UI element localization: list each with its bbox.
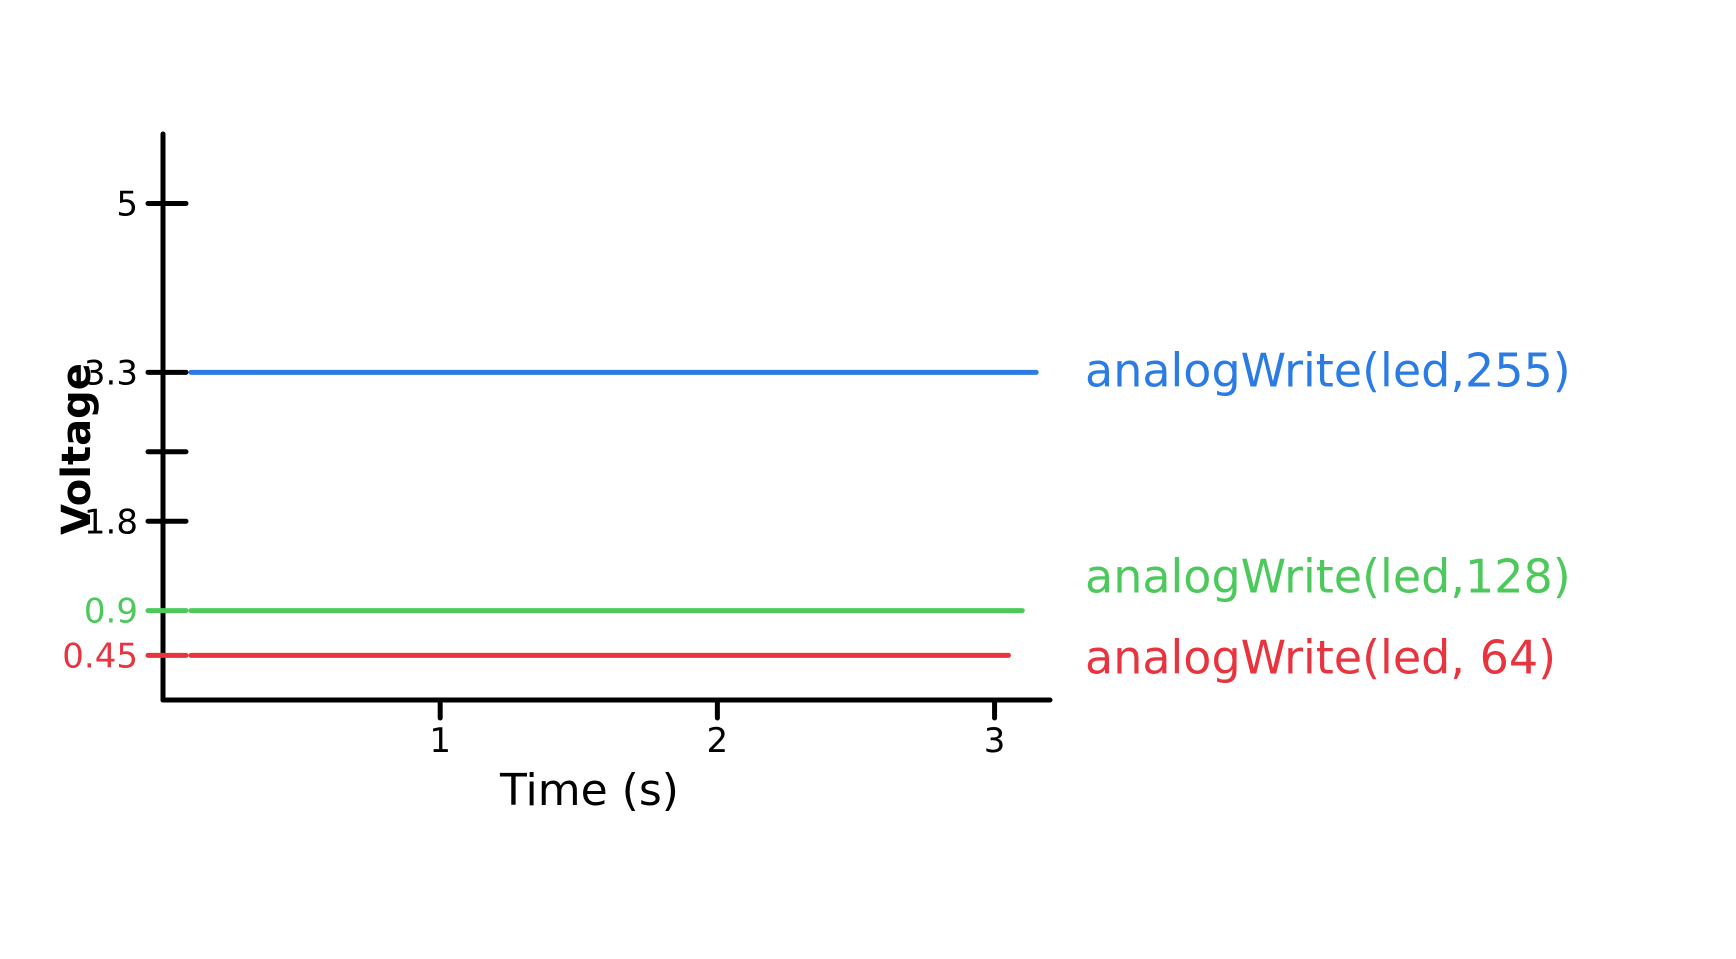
- x-axis-label: Time (s): [499, 765, 679, 816]
- x-tick-label: 3: [984, 721, 1006, 761]
- x-tick-label: 2: [707, 721, 729, 761]
- series-lines: [188, 369, 1039, 658]
- y-tick-label: 3.3: [84, 353, 138, 393]
- y-tick-label: 0.45: [62, 636, 138, 676]
- y-tick-label: 0.9: [84, 592, 138, 632]
- y-axis-label: Voltage: [54, 363, 100, 535]
- series-label: analogWrite(led,255): [1085, 343, 1571, 397]
- series-label: analogWrite(led,128): [1085, 550, 1571, 604]
- x-ticks: 1 2 3: [429, 697, 1006, 761]
- y-tick-label: 1.8: [84, 502, 138, 542]
- axes: [160, 131, 1053, 703]
- x-tick-label: 1: [429, 721, 451, 761]
- series-label: analogWrite(led, 64): [1085, 630, 1556, 684]
- y-tick-label: 5: [116, 185, 138, 225]
- y-ticks: 5 3.3 1.8 0.90.45: [62, 185, 189, 676]
- series-labels: analogWrite(led,255) analogWrite(led,128)…: [1085, 343, 1571, 684]
